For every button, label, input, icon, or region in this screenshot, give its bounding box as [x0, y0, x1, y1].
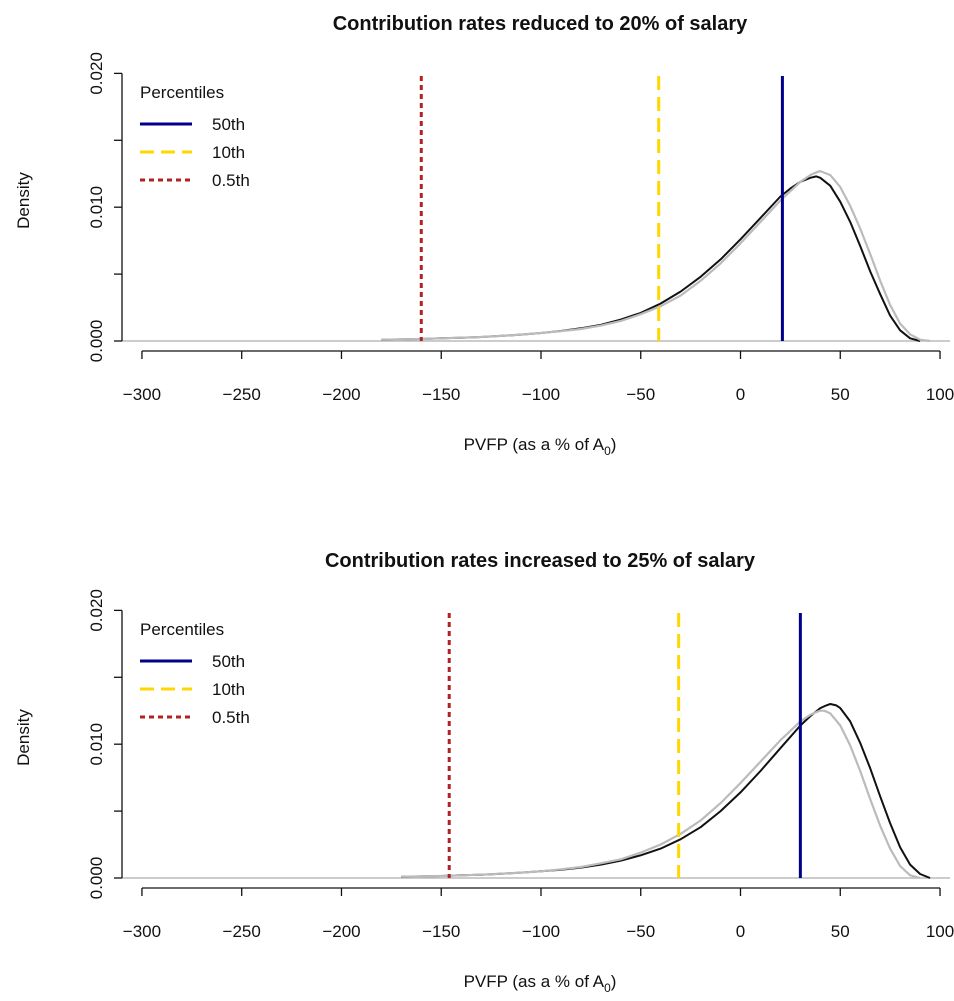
x-tick-label: −100 [522, 385, 560, 404]
x-tick-label: 50 [831, 922, 850, 941]
legend-title: Percentiles [140, 83, 224, 102]
chart-title: Contribution rates increased to 25% of s… [325, 550, 756, 572]
density-curve-2 [381, 170, 931, 343]
density-curve-2 [401, 709, 921, 880]
x-tick-label: −200 [322, 922, 360, 941]
y-tick-label: 0.000 [87, 320, 106, 363]
y-tick-label: 0.010 [87, 723, 106, 766]
x-axis-label: PVFP (as a % of A0) [464, 435, 617, 458]
x-tick-label: −150 [422, 922, 460, 941]
x-tick-label: −250 [223, 922, 261, 941]
x-axis-label: PVFP (as a % of A0) [464, 972, 617, 995]
x-tick-label: 0 [736, 922, 745, 941]
x-tick-label: −300 [123, 922, 161, 941]
legend-label-10th: 10th [212, 680, 245, 699]
x-tick-label: −200 [322, 385, 360, 404]
x-tick-label: −50 [626, 385, 655, 404]
y-tick-label: 0.020 [87, 589, 106, 632]
y-tick-label: 0.000 [87, 857, 106, 900]
legend-label-0.5th: 0.5th [212, 708, 250, 727]
legend-label-0.5th: 0.5th [212, 171, 250, 190]
chart-panel-1: Contribution rates reduced to 20% of sal… [14, 13, 954, 458]
x-tick-label: 100 [926, 922, 954, 941]
y-axis-label: Density [14, 709, 33, 766]
chart-panel-2: Contribution rates increased to 25% of s… [14, 550, 954, 995]
density-curve-1 [401, 703, 931, 879]
x-tick-label: −250 [223, 385, 261, 404]
chart-title: Contribution rates reduced to 20% of sal… [333, 13, 748, 35]
legend-label-50th: 50th [212, 652, 245, 671]
density-curve-1 [381, 175, 921, 342]
legend-label-10th: 10th [212, 143, 245, 162]
y-tick-label: 0.010 [87, 186, 106, 229]
x-tick-label: −50 [626, 922, 655, 941]
x-tick-label: −100 [522, 922, 560, 941]
legend-title: Percentiles [140, 620, 224, 639]
x-tick-label: 50 [831, 385, 850, 404]
x-tick-label: 0 [736, 385, 745, 404]
x-tick-label: −300 [123, 385, 161, 404]
x-tick-label: 100 [926, 385, 954, 404]
y-tick-label: 0.020 [87, 52, 106, 95]
legend-label-50th: 50th [212, 115, 245, 134]
y-axis-label: Density [14, 172, 33, 229]
x-tick-label: −150 [422, 385, 460, 404]
